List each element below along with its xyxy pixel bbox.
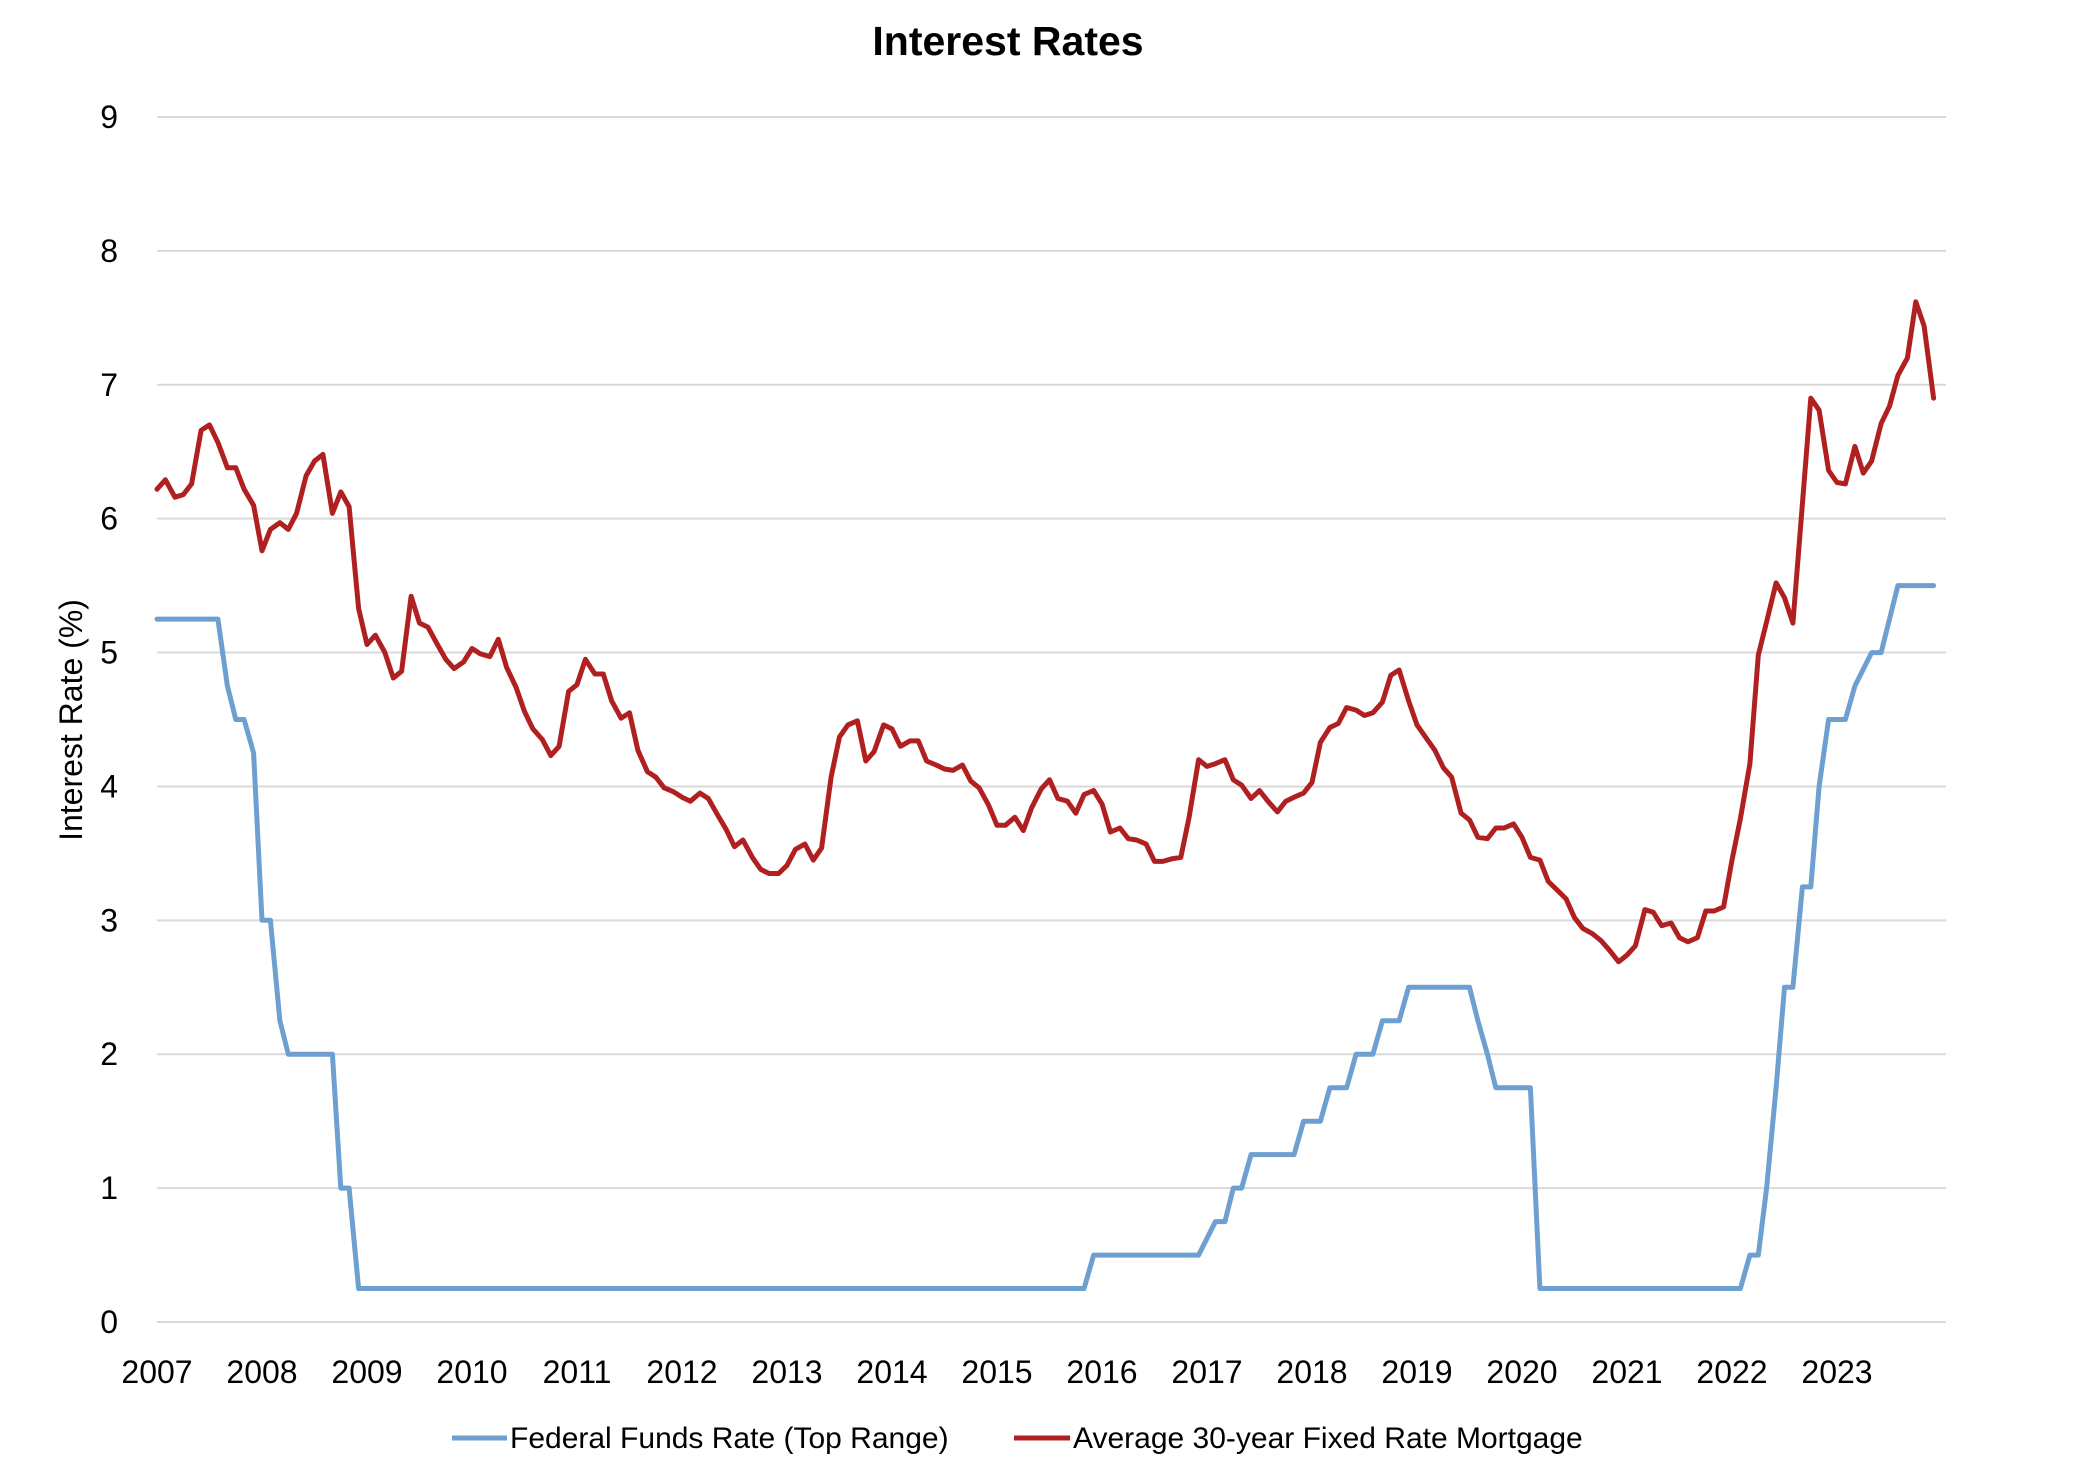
- x-tick-label: 2011: [543, 1354, 612, 1390]
- y-tick-label: 5: [100, 635, 118, 671]
- legend-item-1: Federal Funds Rate (Top Range): [452, 1422, 949, 1455]
- x-tick-label: 2019: [1381, 1354, 1452, 1390]
- legend: Federal Funds Rate (Top Range) Average 30…: [452, 1422, 1583, 1455]
- series-line-2: [154, 299, 1937, 965]
- x-tick-label: 2018: [1276, 1354, 1347, 1390]
- y-axis-label: Interest Rate (%): [53, 599, 89, 841]
- y-tick-label: 3: [100, 902, 118, 938]
- y-tick-label: 4: [100, 768, 118, 804]
- x-tick-label: 2014: [856, 1354, 927, 1390]
- x-tick-label: 2009: [331, 1354, 402, 1390]
- gridlines: [157, 116, 1946, 1323]
- chart-title: Interest Rates: [872, 18, 1144, 64]
- x-tick-label: 2015: [961, 1354, 1032, 1390]
- legend-label: Federal Funds Rate (Top Range): [510, 1422, 949, 1455]
- x-tick-label: 2022: [1696, 1354, 1767, 1390]
- x-tick-label: 2010: [436, 1354, 507, 1390]
- x-tick-label: 2013: [751, 1354, 822, 1390]
- x-tick-label: 2023: [1801, 1354, 1872, 1390]
- x-tick-label: 2017: [1171, 1354, 1242, 1390]
- y-axis-ticks: 0 1 2 3 4 5 6 7 8 9: [100, 99, 118, 1340]
- series-lines: [154, 299, 1937, 1291]
- series-line-1: [154, 583, 1937, 1291]
- x-tick-label: 2012: [646, 1354, 717, 1390]
- x-tick-label: 2008: [226, 1354, 297, 1390]
- x-tick-label: 2021: [1591, 1354, 1662, 1390]
- x-axis-ticks: 2007 2008 2009 2010 2011 2012 2013 2014 2015 2016…: [121, 1354, 1872, 1390]
- x-tick-label: 2007: [121, 1354, 192, 1390]
- legend-label: Average 30-year Fixed Rate Mortgage: [1073, 1422, 1583, 1455]
- x-tick-label: 2020: [1486, 1354, 1557, 1390]
- y-tick-label: 6: [100, 501, 118, 537]
- y-tick-label: 0: [100, 1304, 118, 1340]
- x-tick-label: 2016: [1066, 1354, 1137, 1390]
- legend-item-2: Average 30-year Fixed Rate Mortgage: [1014, 1422, 1583, 1455]
- y-tick-label: 8: [100, 233, 118, 269]
- y-tick-label: 2: [100, 1036, 118, 1072]
- y-tick-label: 9: [100, 99, 118, 135]
- y-tick-label: 1: [100, 1170, 118, 1206]
- y-tick-label: 7: [100, 367, 118, 403]
